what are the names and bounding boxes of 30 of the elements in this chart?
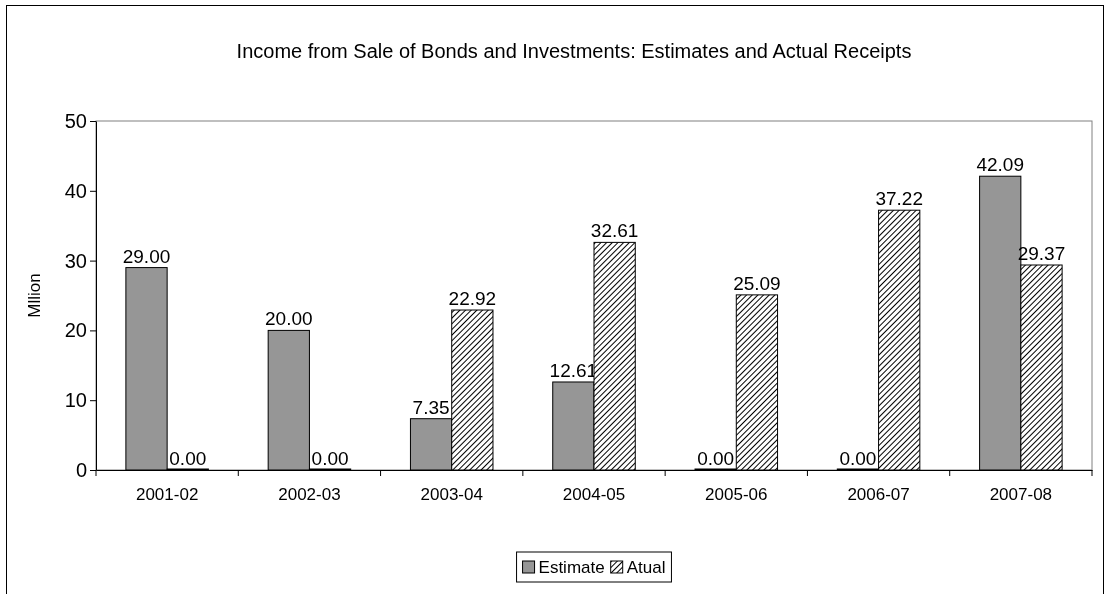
data-label: 22.92 (448, 288, 497, 310)
y-tick-label: 50 (64, 109, 87, 132)
x-tick-label: 2001-02 (135, 485, 199, 505)
data-label: 7.35 (412, 396, 450, 418)
data-label: 42.09 (976, 154, 1024, 176)
y-tick-label: 30 (64, 249, 87, 272)
y-tick-label: 0 (75, 458, 87, 481)
legend-label: Atual (626, 558, 666, 577)
x-tick-label: 2003-04 (420, 485, 483, 505)
data-label: 37.22 (875, 188, 923, 210)
x-tick-label: 2004-05 (562, 485, 626, 505)
data-label: 0.00 (311, 448, 349, 469)
x-tick-label: 2007-08 (989, 485, 1053, 505)
data-label: 0.00 (697, 448, 735, 469)
data-label: 12.61 (549, 359, 598, 381)
x-tick-label: 2006-07 (847, 485, 910, 505)
y-tick-label: 10 (64, 389, 87, 412)
data-label: 0.00 (839, 448, 877, 469)
data-label: 20.00 (265, 308, 313, 330)
chart-title: Income from Sale of Bonds and Investments: Estimates and Actual Receipts (236, 40, 912, 62)
y-tick-label: 20 (64, 319, 87, 342)
x-tick-label: 2005-06 (705, 485, 768, 505)
legend-label: Estimate (538, 558, 605, 577)
data-label: 25.09 (733, 272, 781, 294)
data-label: 0.00 (169, 448, 207, 469)
y-axis-title: Mllion (25, 273, 44, 318)
y-tick-label: 40 (64, 179, 87, 202)
data-label: 29.00 (122, 245, 171, 267)
x-tick-label: 2002-03 (278, 485, 341, 505)
data-label: 32.61 (590, 220, 639, 242)
